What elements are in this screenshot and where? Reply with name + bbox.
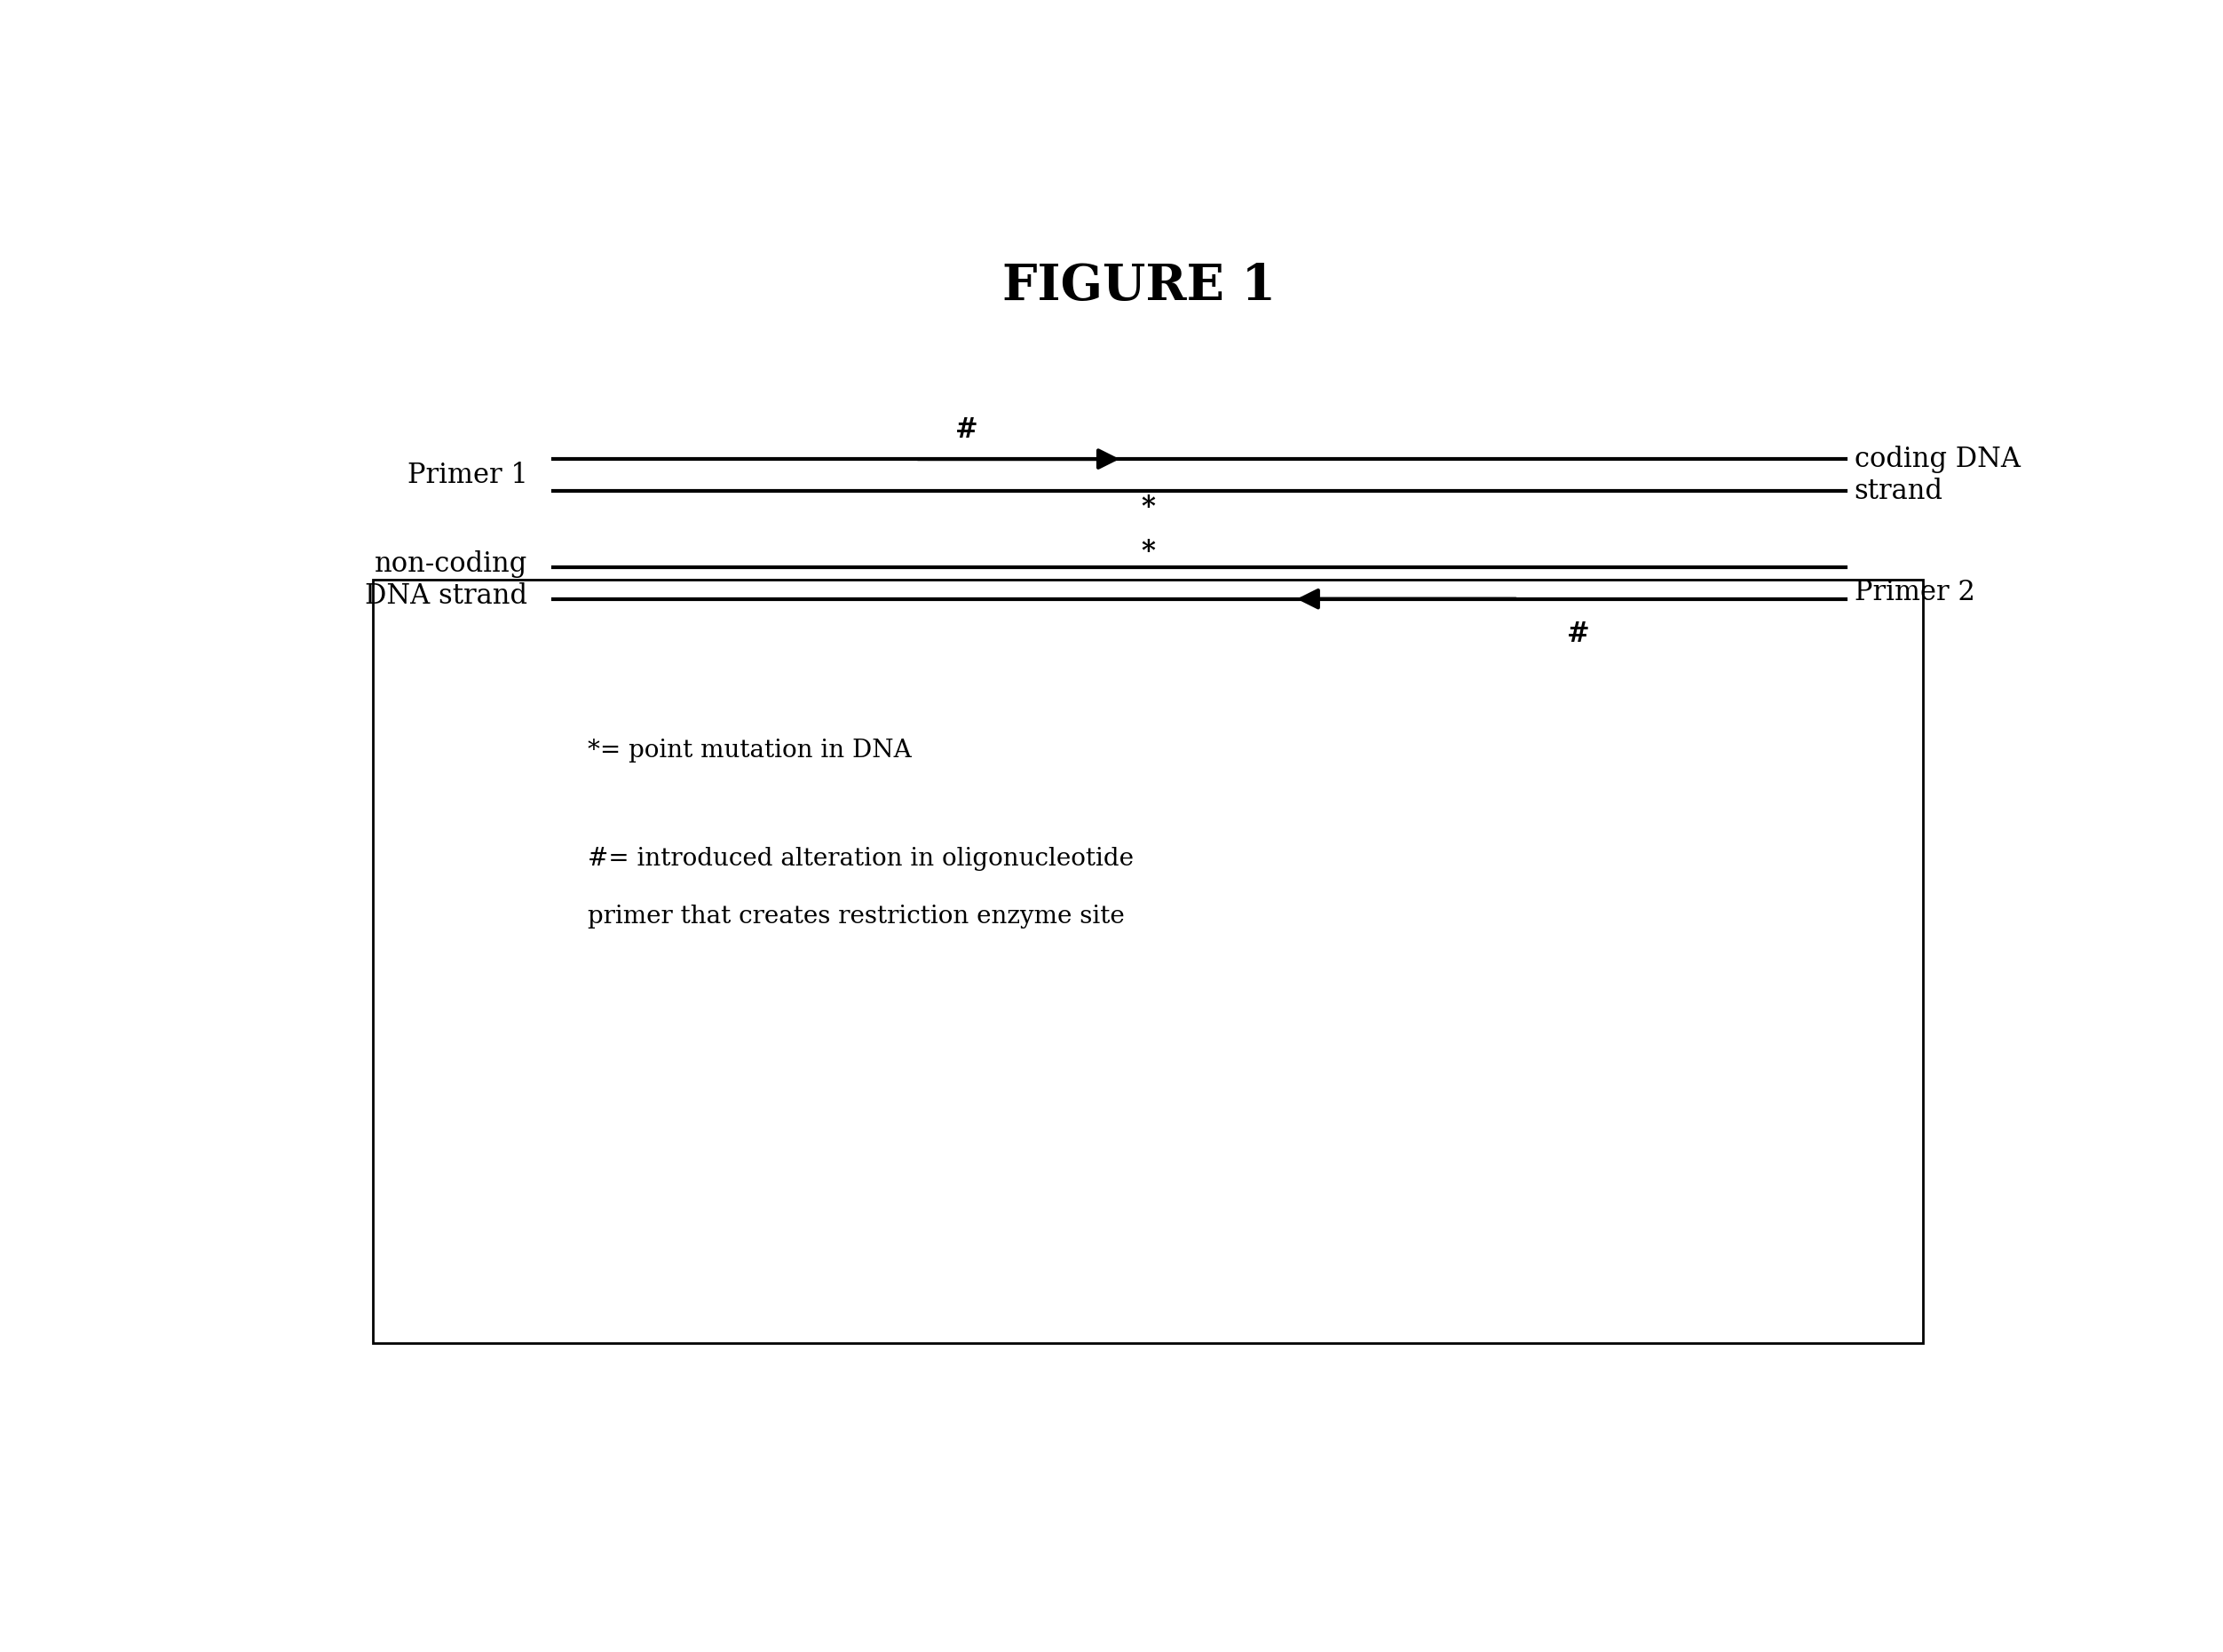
Text: #= introduced alteration in oligonucleotide: #= introduced alteration in oligonucleot… [587, 847, 1134, 871]
Text: primer that creates restriction enzyme site: primer that creates restriction enzyme s… [587, 904, 1125, 928]
Text: FIGURE 1: FIGURE 1 [1003, 261, 1276, 311]
Text: non-coding
DNA strand: non-coding DNA strand [365, 550, 527, 610]
Text: #: # [1567, 621, 1589, 648]
Bar [373, 580, 1923, 1343]
Text: *= point mutation in DNA: *= point mutation in DNA [587, 738, 911, 763]
Text: Primer 1: Primer 1 [407, 463, 527, 489]
Text: *: * [1140, 494, 1156, 520]
Text: Primer 2: Primer 2 [1854, 578, 1974, 606]
Text: #: # [956, 416, 978, 444]
Text: *: * [1140, 539, 1156, 565]
Text: coding DNA
strand: coding DNA strand [1854, 446, 2021, 506]
